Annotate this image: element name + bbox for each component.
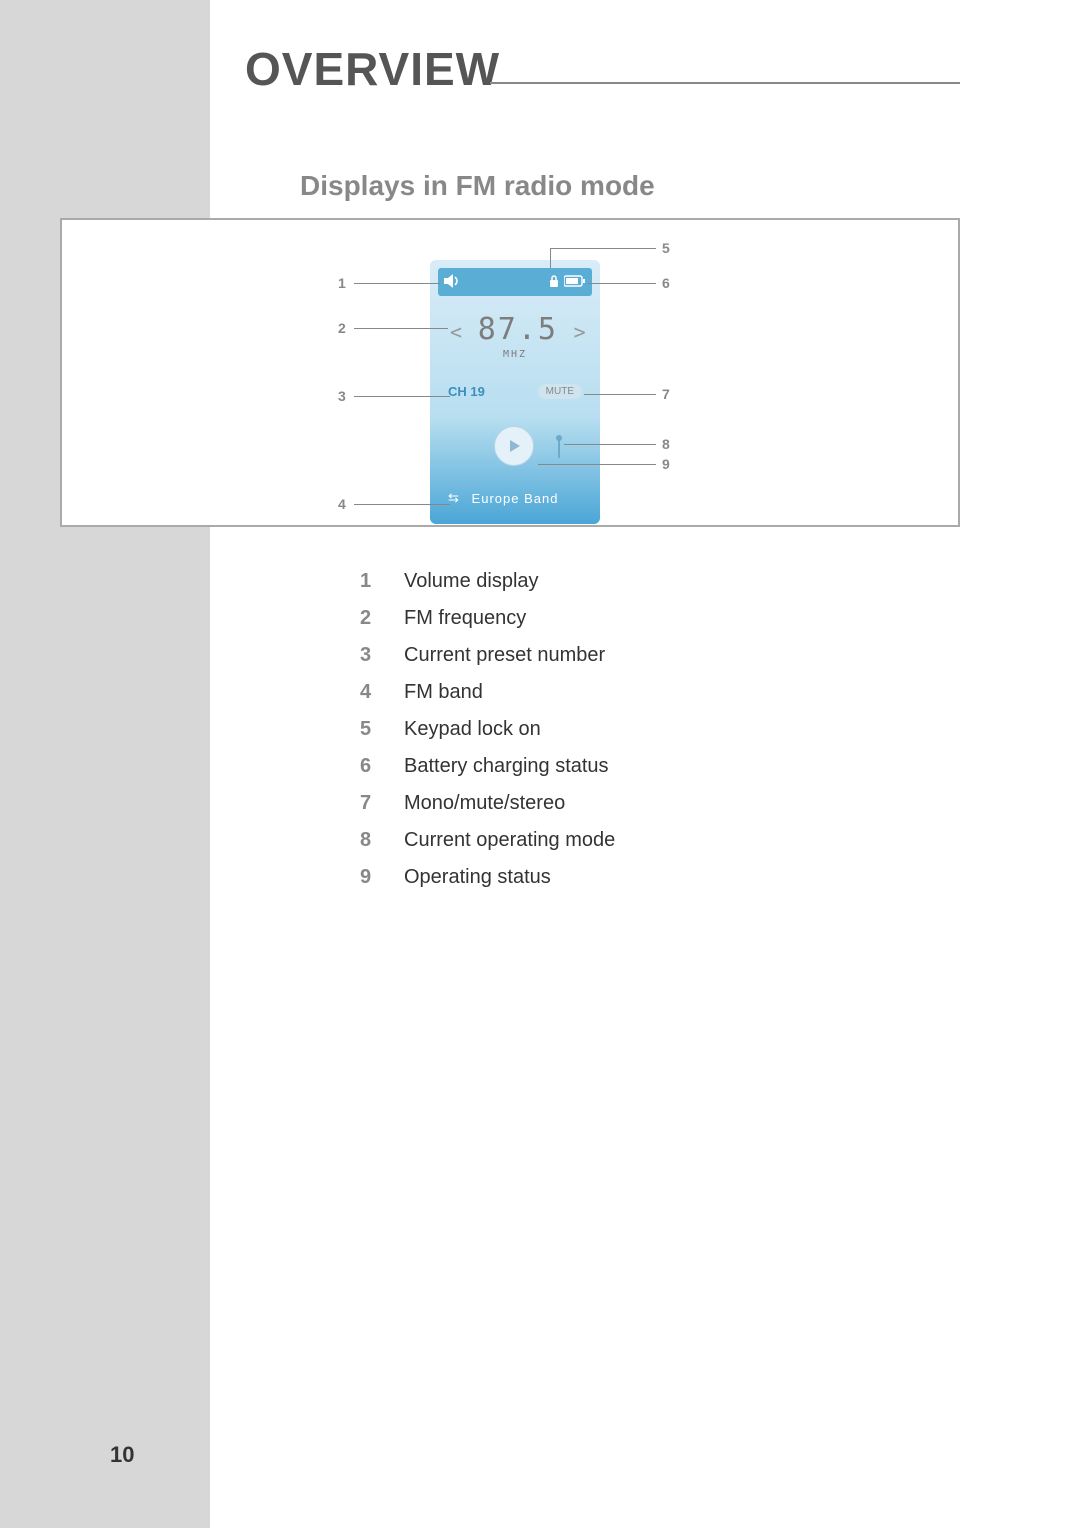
leader xyxy=(550,248,656,249)
legend-num: 4 xyxy=(360,681,404,704)
legend-num: 1 xyxy=(360,570,404,593)
legend-num: 2 xyxy=(360,607,404,630)
legend-num: 9 xyxy=(360,866,404,889)
leader xyxy=(584,394,656,395)
callout-9: 9 xyxy=(662,456,670,472)
legend-label: Volume display xyxy=(404,570,539,593)
topbar-right xyxy=(548,274,586,291)
device-frequency: < 87.5 > MHZ xyxy=(450,312,580,360)
callout-5: 5 xyxy=(662,240,670,256)
leader xyxy=(538,464,656,465)
legend-list: 1Volume display 2FM frequency 3Current p… xyxy=(360,570,615,903)
legend-label: Current operating mode xyxy=(404,829,615,852)
leader xyxy=(564,444,656,445)
freq-unit: MHZ xyxy=(450,349,580,360)
legend-num: 7 xyxy=(360,792,404,815)
volume-icon xyxy=(444,274,462,291)
device-screen: < 87.5 > MHZ CH 19 MUTE ⇆ Europe Band xyxy=(430,260,600,524)
channel-label: CH 19 xyxy=(448,384,485,399)
legend-item: 5Keypad lock on xyxy=(360,718,615,741)
device-row3: CH 19 MUTE xyxy=(448,384,582,399)
leader xyxy=(354,504,450,505)
callout-6: 6 xyxy=(662,275,670,291)
legend-item: 6Battery charging status xyxy=(360,755,615,778)
callout-2: 2 xyxy=(338,320,346,336)
leader xyxy=(354,396,450,397)
callout-1: 1 xyxy=(338,275,346,291)
legend-num: 6 xyxy=(360,755,404,778)
section-subheading: Displays in FM radio mode xyxy=(300,170,655,202)
mute-pill: MUTE xyxy=(538,384,582,399)
legend-item: 1Volume display xyxy=(360,570,615,593)
callout-8: 8 xyxy=(662,436,670,452)
legend-label: Current preset number xyxy=(404,644,605,667)
legend-item: 3Current preset number xyxy=(360,644,615,667)
lock-icon xyxy=(548,274,560,291)
legend-num: 8 xyxy=(360,829,404,852)
page-number: 10 xyxy=(110,1442,134,1468)
callout-4: 4 xyxy=(338,496,346,512)
battery-icon xyxy=(564,275,586,290)
legend-label: FM frequency xyxy=(404,607,526,630)
legend-num: 5 xyxy=(360,718,404,741)
legend-label: Mono/mute/stereo xyxy=(404,792,565,815)
leader xyxy=(354,283,440,284)
freq-value: 87.5 xyxy=(478,312,558,347)
page-title: OVERVIEW xyxy=(245,42,500,96)
legend-item: 9Operating status xyxy=(360,866,615,889)
callout-3: 3 xyxy=(338,388,346,404)
leader xyxy=(354,328,448,329)
band-label: Europe Band xyxy=(430,491,600,506)
leader xyxy=(588,283,656,284)
play-icon xyxy=(494,426,534,466)
legend-item: 4FM band xyxy=(360,681,615,704)
leader xyxy=(550,248,551,268)
legend-item: 7Mono/mute/stereo xyxy=(360,792,615,815)
heading-rule xyxy=(490,82,960,84)
legend-item: 2FM frequency xyxy=(360,607,615,630)
legend-label: Operating status xyxy=(404,866,551,889)
legend-label: FM band xyxy=(404,681,483,704)
antenna-icon xyxy=(552,434,566,458)
callout-7: 7 xyxy=(662,386,670,402)
legend-num: 3 xyxy=(360,644,404,667)
legend-item: 8Current operating mode xyxy=(360,829,615,852)
device-topbar xyxy=(438,268,592,296)
legend-label: Keypad lock on xyxy=(404,718,541,741)
legend-label: Battery charging status xyxy=(404,755,609,778)
